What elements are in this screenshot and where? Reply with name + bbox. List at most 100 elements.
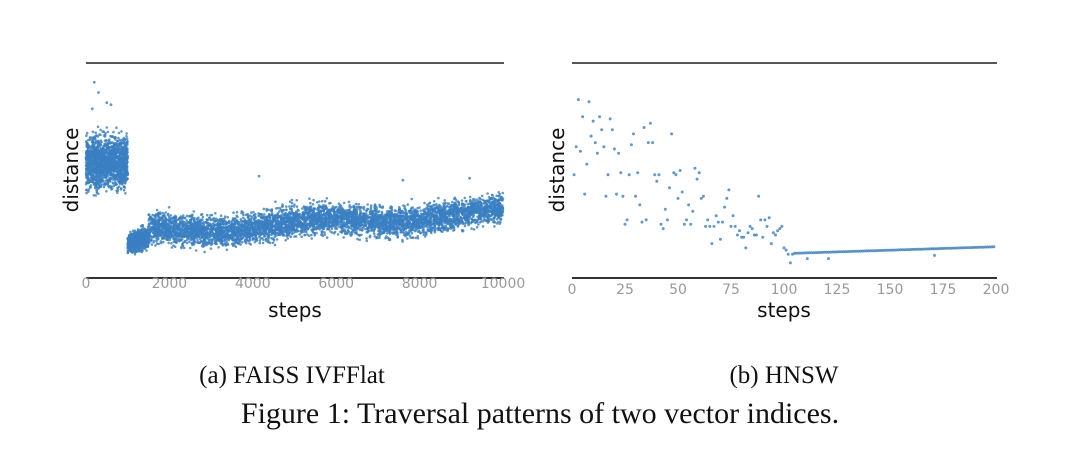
data-point xyxy=(84,170,88,173)
data-point xyxy=(118,161,122,165)
data-point xyxy=(295,205,299,208)
data-point xyxy=(108,147,111,150)
data-point xyxy=(119,188,123,191)
data-point xyxy=(122,141,125,145)
data-point xyxy=(226,216,230,219)
data-point xyxy=(173,245,177,249)
data-point xyxy=(87,138,90,142)
data-point xyxy=(114,147,118,150)
data-point xyxy=(381,205,385,208)
data-point xyxy=(106,184,110,188)
data-point xyxy=(118,171,122,175)
data-point xyxy=(131,251,134,254)
data-point xyxy=(258,241,262,245)
data-point xyxy=(95,173,98,177)
data-point xyxy=(94,147,98,151)
data-point xyxy=(144,244,148,247)
data-point xyxy=(85,191,88,195)
data-point xyxy=(125,145,128,148)
data-point xyxy=(170,246,174,249)
data-point xyxy=(96,125,100,129)
data-point xyxy=(219,214,223,217)
data-point xyxy=(124,152,128,156)
data-point xyxy=(99,133,102,136)
data-point xyxy=(121,176,125,179)
data-point xyxy=(366,203,370,206)
data-point xyxy=(358,238,362,242)
data-point xyxy=(290,204,294,208)
data-point xyxy=(121,152,125,156)
data-point xyxy=(98,166,101,170)
data-point xyxy=(463,196,467,200)
data-point xyxy=(145,249,148,252)
data-point xyxy=(123,138,127,141)
data-point xyxy=(130,237,133,241)
data-point xyxy=(270,237,273,240)
data-point xyxy=(109,177,112,181)
data-point xyxy=(95,191,99,195)
data-point xyxy=(312,198,315,202)
data-point xyxy=(116,166,120,170)
data-point xyxy=(93,156,97,160)
data-point xyxy=(501,191,505,195)
data-point xyxy=(117,143,120,146)
data-point xyxy=(437,196,440,200)
data-point xyxy=(288,200,292,203)
data-point xyxy=(203,250,206,254)
data-point xyxy=(117,131,121,135)
data-point xyxy=(336,233,340,236)
data-point xyxy=(177,237,181,240)
data-point xyxy=(115,177,119,181)
data-point xyxy=(180,246,183,250)
data-point xyxy=(194,249,198,252)
data-point xyxy=(85,156,88,160)
data-point xyxy=(124,148,127,151)
data-point xyxy=(85,140,88,143)
data-point xyxy=(129,234,133,238)
data-point xyxy=(357,202,360,206)
data-point xyxy=(121,163,125,167)
data-point xyxy=(127,239,131,242)
data-point xyxy=(232,211,235,214)
data-point xyxy=(125,137,129,140)
data-point xyxy=(337,202,341,205)
data-point xyxy=(275,207,278,210)
data-point xyxy=(87,190,90,193)
data-point xyxy=(102,163,105,167)
data-point xyxy=(350,206,353,209)
data-point xyxy=(94,150,98,154)
data-point xyxy=(188,246,192,250)
data-point xyxy=(91,150,95,153)
data-point xyxy=(112,151,115,154)
data-point xyxy=(290,198,294,202)
data-point xyxy=(428,202,431,205)
data-point xyxy=(124,166,127,169)
data-point xyxy=(105,164,109,167)
data-point xyxy=(209,247,213,250)
data-point xyxy=(112,130,115,134)
data-point xyxy=(122,185,126,188)
data-point xyxy=(285,205,288,208)
data-point xyxy=(85,150,88,153)
data-point xyxy=(245,242,248,245)
data-point xyxy=(125,140,129,143)
data-point xyxy=(137,248,140,252)
data-point xyxy=(108,138,111,141)
data-point xyxy=(126,154,129,158)
data-point xyxy=(369,204,373,207)
data-point xyxy=(140,238,144,241)
data-point xyxy=(123,181,127,185)
data-point xyxy=(201,245,205,248)
data-point xyxy=(119,167,122,170)
data-point xyxy=(96,169,99,172)
data-point xyxy=(99,128,102,132)
data-point xyxy=(114,180,117,184)
data-point xyxy=(92,153,96,156)
data-point xyxy=(133,253,137,256)
data-point xyxy=(239,218,243,221)
data-point xyxy=(94,131,97,134)
data-point xyxy=(323,233,327,236)
data-point xyxy=(109,184,112,188)
data-point xyxy=(86,181,89,184)
